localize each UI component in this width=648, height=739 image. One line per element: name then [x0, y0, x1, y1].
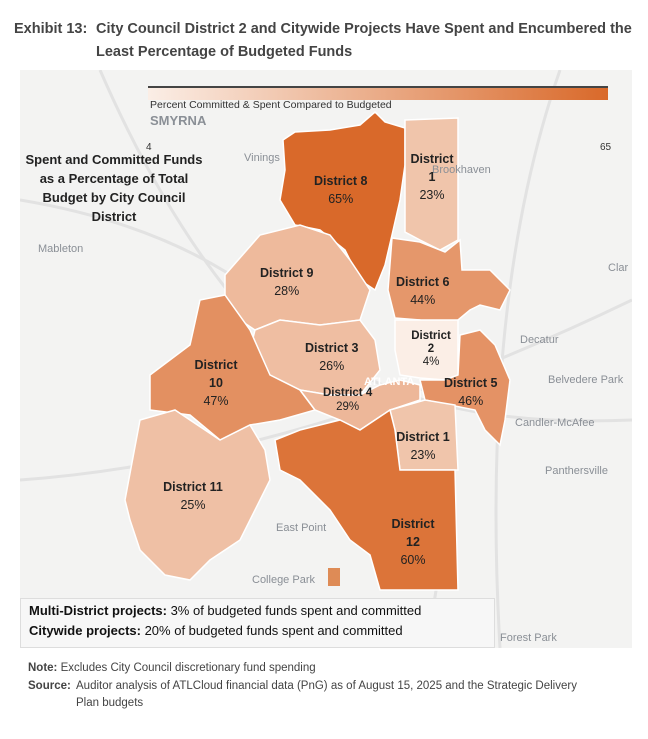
district-shape — [298, 379, 421, 431]
place-label: Candler-McAfee — [515, 417, 595, 429]
district-shape — [404, 117, 459, 251]
district-label: District 9 28% — [260, 266, 314, 298]
exhibit-label: Exhibit 13: — [14, 21, 88, 37]
title-line-2: Least Percentage of Budgeted Funds — [96, 44, 353, 60]
place-label: Clar — [608, 262, 629, 274]
footer-source: Source: — [28, 680, 71, 692]
district-label: District 8 65% — [314, 174, 368, 206]
citywide-note: Citywide projects: 20% of budgeted funds… — [29, 623, 403, 638]
place-label: Forest Park — [500, 632, 557, 644]
multi-district-note: Multi-District projects: 3% of budgeted … — [29, 603, 422, 618]
place-label: ATLANTA — [364, 376, 415, 388]
district-label: District 4 29% — [323, 387, 373, 413]
college-park-parcel — [328, 568, 340, 586]
district-shape — [387, 237, 511, 331]
district-label: District 12 60% — [391, 517, 435, 567]
district-label: District 2 4% — [411, 330, 451, 368]
legend-max: 65 — [600, 142, 612, 153]
place-label: Decatur — [520, 334, 559, 346]
district-label: District 10 47% — [194, 358, 238, 408]
place-label: Mableton — [38, 243, 84, 255]
footer-note: Note: Excludes City Council discretionar… — [28, 662, 316, 674]
place-label: College Park — [252, 574, 315, 586]
map-svg — [20, 70, 632, 648]
place-label: Vinings — [244, 152, 280, 164]
district-label: District 1 23% — [410, 152, 454, 202]
title-line-1: City Council District 2 and Citywide Pro… — [96, 21, 632, 37]
legend-color-bar — [148, 86, 608, 100]
district-label: District 3 26% — [305, 341, 359, 373]
district-shape — [274, 408, 459, 591]
footer-source-text: Auditor analysis of ATLCloud financial d… — [76, 680, 577, 709]
legend-title: Percent Committed & Spent Compared to Bu… — [150, 99, 392, 111]
place-label: East Point — [276, 522, 327, 534]
legend-min: 4 — [146, 142, 152, 153]
place-label: Belvedere Park — [548, 374, 624, 386]
project-notes-box: Multi-District projects: 3% of budgeted … — [20, 598, 495, 648]
district-shape — [279, 110, 406, 292]
district-shape — [124, 409, 271, 581]
place-label: Brookhaven — [432, 164, 491, 176]
district-label: District 11 25% — [163, 480, 223, 512]
district-shape — [394, 319, 459, 381]
map-title: Spent and Committed Funds as a Percentag… — [25, 152, 203, 224]
district-label: District 5 46% — [444, 376, 498, 408]
district-label: District 1 23% — [396, 430, 450, 462]
place-label: Panthersville — [545, 465, 608, 477]
place-label: SMYRNA — [150, 113, 207, 128]
district-map: 4 65 — [20, 70, 632, 648]
district-label: District 6 44% — [396, 275, 450, 307]
